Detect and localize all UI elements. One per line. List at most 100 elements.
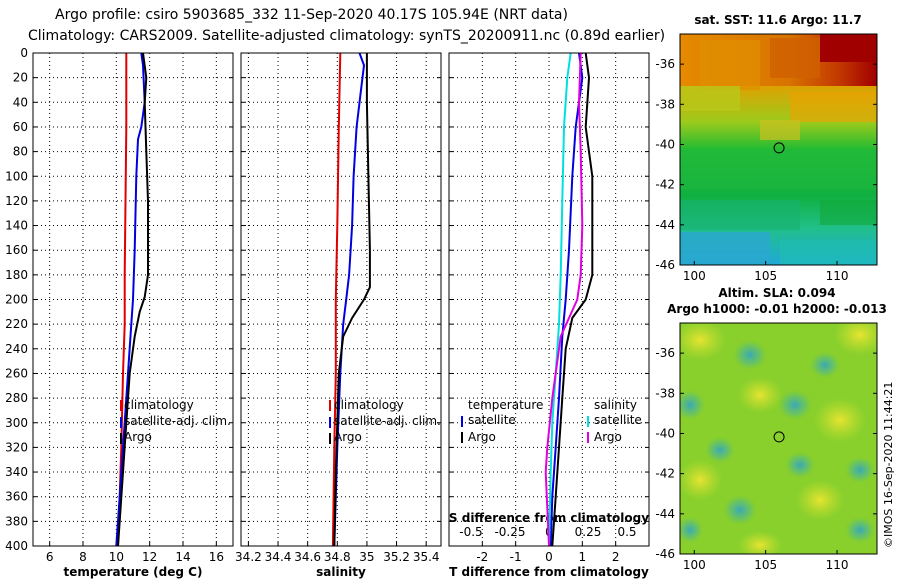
- map-lat-label: -36: [655, 346, 675, 360]
- series-line-argo: [117, 52, 149, 547]
- depth-tick-label: 100: [5, 169, 28, 183]
- map-lat-label: -38: [655, 97, 675, 111]
- series-line-climatology: [331, 52, 342, 547]
- plot-frame: [240, 52, 442, 547]
- x-tick-label: 35: [359, 550, 374, 564]
- depth-tick-label: 140: [5, 219, 28, 233]
- x-tick-label: 2: [612, 550, 620, 564]
- title-line-2: Climatology: CARS2009. Satellite-adjuste…: [28, 28, 665, 44]
- x-axis-label: T difference from climatology: [449, 565, 649, 579]
- map-lon-label: 110: [826, 269, 849, 283]
- series-line-satellite-adj-clim-: [333, 52, 365, 547]
- x-tick-label: 35.4: [413, 550, 440, 564]
- map-lat-label: -40: [655, 426, 675, 440]
- sla-map-image: [680, 323, 877, 554]
- map-lon-label: 105: [754, 558, 777, 572]
- depth-tick-label: 200: [5, 293, 28, 307]
- legend-temperature-title: temperature: [468, 398, 543, 412]
- temperature-panel: 0 20 40 60 80 100 120 140 160 180 200 220 240 260 280 3…: [5, 46, 234, 579]
- sla-map-title-1: Altim. SLA: 0.094: [718, 286, 835, 300]
- series-line-argo: [333, 53, 371, 547]
- sla-argo-marker: [773, 431, 785, 443]
- x-tick-label: -1: [510, 550, 522, 564]
- map-lat-label: -44: [655, 507, 675, 521]
- series-line-s-argo: [544, 52, 584, 547]
- series-line-satellite-adj-clim-: [115, 52, 146, 547]
- imos-timestamp: ©IMOS 16-Sep-2020 11:44:21: [882, 382, 895, 548]
- map-lat-label: -46: [655, 547, 675, 561]
- sla-map-axes: -36 -38 -40 -42 -44 -46 100 105 110: [655, 346, 877, 572]
- sst-map-title: sat. SST: 11.6 Argo: 11.7: [694, 13, 861, 27]
- sst-map-axes: -36 -38 -40 -42 -44 -46 100 105 110: [655, 57, 877, 283]
- sst-map-frame: [679, 33, 878, 266]
- series-line-t-satellite: [549, 52, 584, 547]
- salinity-legend: climatology satellite-adj. clim. Argo: [329, 398, 441, 444]
- top-x-tick-label: -0.25: [494, 525, 525, 539]
- x-tick-label: 35.2: [383, 550, 410, 564]
- top-x-tick-label: 0.25: [575, 525, 602, 539]
- depth-tick-label: 360: [5, 490, 28, 504]
- sla-map-title-2: Argo h1000: -0.01 h2000: -0.013: [667, 302, 887, 316]
- x-tick-label: 0: [545, 550, 553, 564]
- x-axis-label: temperature (deg C): [64, 565, 203, 579]
- sst-map-image: [680, 34, 877, 265]
- depth-tick-label: 260: [5, 366, 28, 380]
- legend-satellite-label: satellite-adj. clim.: [334, 414, 441, 428]
- x-tick-label: 8: [79, 550, 87, 564]
- sla-map-frame: [679, 322, 878, 555]
- depth-tick-label: 180: [5, 268, 28, 282]
- legend-s-satellite-label: satellite: [594, 413, 642, 427]
- depth-tick-label: 20: [13, 71, 28, 85]
- depth-tick-label: 220: [5, 317, 28, 331]
- map-lat-label: -46: [655, 258, 675, 272]
- plot-frame: [448, 52, 650, 547]
- top-x-tick-label: 0.5: [617, 525, 636, 539]
- salinity-panel: 34.2 34.4 34.6 34.8 35 35.2 35.4 salinity: [235, 52, 442, 579]
- sst-argo-marker: [773, 142, 785, 154]
- legend-t-satellite-label: satellite: [468, 413, 516, 427]
- x-tick-label: 12: [142, 550, 157, 564]
- depth-tick-label: 320: [5, 440, 28, 454]
- map-lat-label: -44: [655, 218, 675, 232]
- legend-t-argo-label: Argo: [468, 430, 496, 444]
- depth-tick-label: 380: [5, 514, 28, 528]
- depth-tick-label: 280: [5, 391, 28, 405]
- map-lon-label: 110: [826, 558, 849, 572]
- depth-tick-label: 340: [5, 465, 28, 479]
- title-line-1: Argo profile: csiro 5903685_332 11-Sep-2…: [55, 7, 568, 23]
- map-lon-label: 100: [683, 558, 706, 572]
- map-lon-label: 100: [683, 269, 706, 283]
- depth-tick-label: 300: [5, 416, 28, 430]
- x-tick-label: 6: [46, 550, 54, 564]
- depth-tick-label: 120: [5, 194, 28, 208]
- legend-climatology-label: climatology: [124, 398, 194, 412]
- difference-legend-temperature: temperature satellite Argo: [461, 398, 543, 444]
- x-tick-label: -2: [476, 550, 488, 564]
- plot-frame: [32, 52, 234, 547]
- depth-tick-label: 60: [13, 120, 28, 134]
- legend-climatology-label: climatology: [334, 398, 404, 412]
- series-line-t-argo: [551, 52, 594, 547]
- depth-tick-label: 40: [13, 95, 28, 109]
- map-lat-label: -36: [655, 57, 675, 71]
- map-lat-label: -40: [655, 137, 675, 151]
- x-tick-label: 34.8: [324, 550, 351, 564]
- map-lat-label: -38: [655, 386, 675, 400]
- temperature-legend: climatology satellite-adj. clim. Argo: [120, 398, 231, 444]
- series-line-s-satellite: [548, 52, 572, 547]
- top-x-tick-label: -0.5: [459, 525, 482, 539]
- x-axis-label: salinity: [316, 565, 366, 579]
- map-lat-label: -42: [655, 467, 675, 481]
- depth-tick-label: 0: [20, 46, 28, 60]
- depth-tick-label: 80: [13, 145, 28, 159]
- x-tick-label: 34.4: [265, 550, 292, 564]
- legend-satellite-label: satellite-adj. clim.: [124, 414, 231, 428]
- map-lon-label: 105: [754, 269, 777, 283]
- x-tick-label: 14: [175, 550, 190, 564]
- x-tick-label: 34.2: [235, 550, 262, 564]
- legend-salinity-title: salinity: [594, 398, 637, 412]
- depth-tick-label: 160: [5, 243, 28, 257]
- depth-tick-label: 400: [5, 539, 28, 553]
- map-lat-label: -42: [655, 178, 675, 192]
- x-tick-label: 10: [109, 550, 124, 564]
